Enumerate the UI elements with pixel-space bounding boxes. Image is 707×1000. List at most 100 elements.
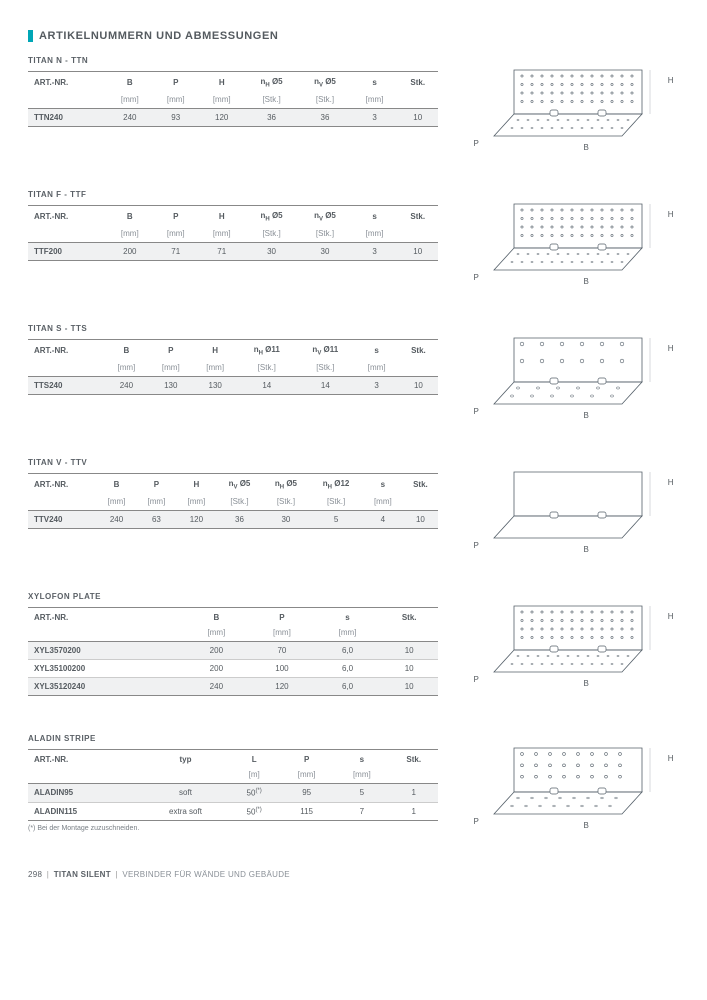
col-unit: [mm]	[104, 360, 148, 377]
cell-value: 130	[149, 376, 193, 394]
section-header: ARTIKELNUMMERN UND ABMESSUNGEN	[28, 30, 679, 42]
col-unit	[28, 226, 107, 243]
table-row: XYL351202402401206,010	[28, 678, 438, 696]
col-unit	[142, 767, 230, 784]
col-unit: [mm]	[193, 360, 237, 377]
product-block: XYLOFON PLATE ART.-NR.BPsStk.[mm][mm][mm]…	[28, 592, 679, 696]
cell-value: 71	[153, 242, 199, 260]
table-row: TTF20020071713030310	[28, 242, 438, 260]
page-footer: 298 | TITAN SILENT | VERBINDER FÜR WÄNDE…	[28, 870, 679, 879]
footer-product: TITAN SILENT	[54, 870, 111, 879]
col-header: P	[279, 750, 334, 768]
dim-label-h: H	[668, 210, 674, 219]
col-unit: [mm]	[199, 226, 245, 243]
col-header: Stk.	[389, 750, 438, 768]
cell-value: 95	[279, 784, 334, 803]
dim-label-h: H	[668, 76, 674, 85]
cell-value: 30	[245, 242, 299, 260]
cell-value: 130	[193, 376, 237, 394]
dim-label-p: P	[474, 139, 479, 148]
col-unit	[403, 494, 438, 511]
col-unit: [mm]	[153, 92, 199, 109]
cell-value: 3	[354, 376, 398, 394]
cell-value: 5	[309, 510, 363, 528]
table-row: XYL351002002001006,010	[28, 660, 438, 678]
cell-value: 240	[184, 678, 250, 696]
cell-value: 200	[184, 642, 250, 660]
table-title: XYLOFON PLATE	[28, 592, 438, 601]
article-number: XYL35100200	[28, 660, 184, 678]
cell-value: 10	[403, 510, 438, 528]
cell-value: 14	[237, 376, 296, 394]
cell-value: 200	[184, 660, 250, 678]
col-unit: [mm]	[315, 625, 381, 642]
dim-label-h: H	[668, 344, 674, 353]
dim-label-p: P	[474, 541, 479, 550]
footer-sep: |	[115, 870, 117, 879]
cell-value: 30	[298, 242, 351, 260]
col-unit: [Stk.]	[245, 226, 299, 243]
col-unit: [Stk.]	[309, 494, 363, 511]
col-header: P	[249, 608, 315, 626]
col-header: nH Ø5	[245, 206, 299, 226]
cell-value: 240	[97, 510, 137, 528]
col-header: ART.-NR.	[28, 474, 97, 494]
col-unit	[389, 767, 438, 784]
col-unit: [mm]	[97, 494, 137, 511]
col-unit: [Stk.]	[298, 226, 351, 243]
dim-label-b: B	[584, 277, 589, 286]
article-number: TTS240	[28, 376, 104, 394]
dim-label-b: B	[584, 411, 589, 420]
col-header: Stk.	[380, 608, 438, 626]
cell-value: 36	[245, 108, 299, 126]
cell-value: 3	[352, 242, 398, 260]
col-header: B	[107, 72, 153, 92]
cell-value: 36	[298, 108, 351, 126]
col-header: ART.-NR.	[28, 750, 142, 768]
cell-value: 10	[380, 660, 438, 678]
table-title: TITAN F - TTF	[28, 190, 438, 199]
col-unit: [mm]	[176, 494, 216, 511]
col-header: B	[107, 206, 153, 226]
col-header: ART.-NR.	[28, 72, 107, 92]
cell-value: 10	[398, 242, 438, 260]
spec-table: ART.-NR.BPHnV Ø5nH Ø5nH Ø12sStk.[mm][mm]…	[28, 473, 438, 529]
cell-value: extra soft	[142, 802, 230, 821]
footer-sep: |	[47, 870, 49, 879]
table-row: TTV2402406312036305410	[28, 510, 438, 528]
cell-value: 50(*)	[229, 784, 279, 803]
cell-value: 71	[199, 242, 245, 260]
cell-value: 63	[136, 510, 176, 528]
col-unit: [mm]	[136, 494, 176, 511]
cell-value: 6,0	[315, 642, 381, 660]
col-header: nV Ø11	[296, 340, 354, 360]
cell-value: 3	[352, 108, 398, 126]
col-header: s	[352, 72, 398, 92]
col-header: nV Ø5	[216, 474, 262, 494]
article-number: TTF200	[28, 242, 107, 260]
cell-value: 5	[334, 784, 389, 803]
bracket-diagram: HBP	[464, 196, 674, 286]
col-unit	[380, 625, 438, 642]
footer-page: 298	[28, 870, 42, 879]
spec-table: ART.-NR.BPHnH Ø5nV Ø5sStk.[mm][mm][mm][S…	[28, 71, 438, 127]
spec-table: ART.-NR.BPHnH Ø11nV Ø11sStk.[mm][mm][mm]…	[28, 339, 438, 395]
col-header: ART.-NR.	[28, 340, 104, 360]
col-header: B	[184, 608, 250, 626]
dim-label-h: H	[668, 612, 674, 621]
bracket-diagram: HBP	[464, 464, 674, 554]
spec-table: ART.-NR.BPsStk.[mm][mm][mm]XYL3570200200…	[28, 607, 438, 696]
title-mark-icon	[28, 30, 33, 42]
col-unit: [mm]	[107, 92, 153, 109]
dim-label-b: B	[584, 679, 589, 688]
col-unit: [Stk.]	[237, 360, 296, 377]
col-header: H	[193, 340, 237, 360]
col-unit	[399, 360, 438, 377]
col-header: Stk.	[398, 72, 438, 92]
article-number: ALADIN95	[28, 784, 142, 803]
cell-value: 6,0	[315, 660, 381, 678]
page-title: ARTIKELNUMMERN UND ABMESSUNGEN	[39, 30, 278, 42]
table-row: ALADIN95soft50(*)9551	[28, 784, 438, 803]
col-header: B	[104, 340, 148, 360]
dim-label-h: H	[668, 478, 674, 487]
